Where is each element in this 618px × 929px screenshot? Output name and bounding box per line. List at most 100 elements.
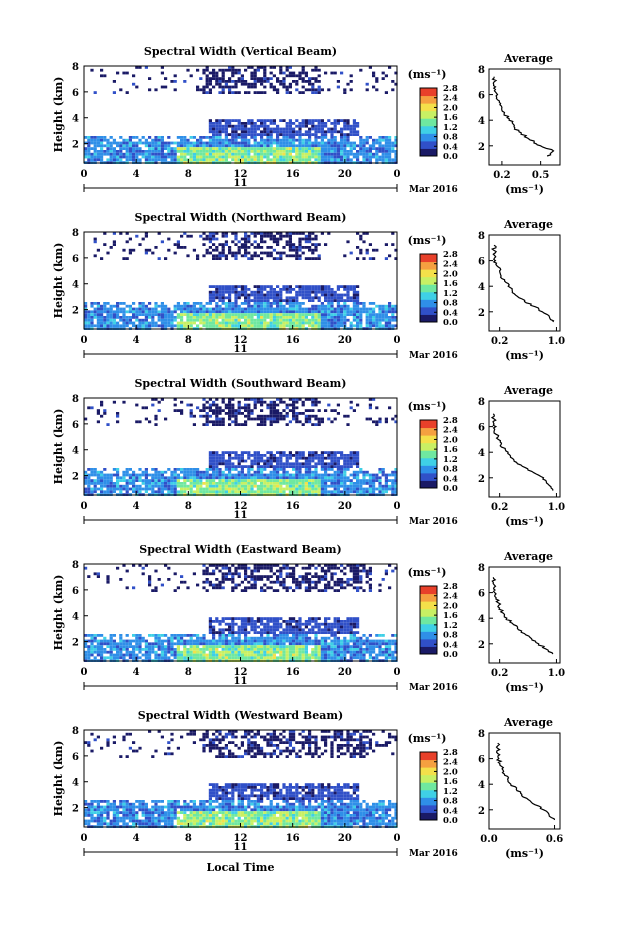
data-cell — [244, 420, 248, 424]
data-cell — [372, 302, 376, 305]
data-cell — [330, 482, 334, 485]
data-cell — [288, 71, 292, 75]
data-cell — [234, 631, 238, 634]
data-cell — [218, 476, 222, 480]
data-cell — [314, 479, 318, 482]
data-cell — [234, 85, 238, 89]
data-cell — [167, 313, 171, 316]
data-cell — [282, 451, 286, 454]
data-cell — [215, 586, 219, 590]
data-cell — [196, 144, 200, 148]
data-cell — [260, 566, 264, 570]
data-cell — [212, 237, 216, 241]
data-cell — [84, 634, 88, 637]
data-cell — [186, 479, 190, 482]
data-cell — [311, 459, 315, 463]
data-cell — [135, 155, 139, 159]
data-cell — [208, 639, 212, 643]
data-cell — [228, 414, 232, 418]
data-cell — [189, 414, 193, 418]
data-cell — [173, 470, 177, 474]
data-cell — [327, 304, 331, 308]
data-cell — [272, 138, 276, 142]
data-cell — [109, 645, 113, 648]
data-cell — [202, 321, 206, 325]
data-cell — [253, 564, 257, 567]
data-cell — [212, 456, 216, 460]
data-cell — [215, 150, 219, 153]
data-cell — [100, 307, 104, 311]
colorbar-unit: (ms⁻¹) — [408, 400, 447, 413]
data-cell — [237, 158, 241, 162]
data-cell — [154, 152, 158, 156]
data-cell — [375, 423, 379, 426]
data-cell — [154, 479, 158, 482]
data-cell — [176, 144, 180, 148]
data-cell — [215, 144, 219, 148]
data-cell — [112, 400, 116, 404]
data-cell — [186, 141, 190, 145]
data-cell — [135, 66, 139, 69]
data-cell — [176, 482, 180, 485]
data-cell — [298, 240, 302, 244]
data-cell — [288, 484, 292, 488]
data-cell — [205, 85, 209, 89]
data-cell — [183, 473, 187, 477]
data-cell — [253, 68, 257, 72]
data-cell — [250, 310, 254, 314]
data-cell — [212, 648, 216, 651]
data-cell — [292, 403, 296, 407]
data-cell — [202, 141, 206, 145]
data-cell — [212, 307, 216, 311]
data-cell — [221, 631, 225, 634]
data-cell — [221, 462, 225, 466]
data-cell — [292, 406, 296, 410]
data-cell — [279, 476, 283, 480]
data-cell — [116, 150, 120, 153]
data-cell — [234, 71, 238, 75]
data-cell — [295, 130, 299, 134]
data-cell — [141, 310, 145, 314]
data-cell — [311, 321, 315, 325]
data-cell — [189, 155, 193, 159]
data-cell — [208, 234, 212, 238]
data-cell — [176, 653, 180, 657]
data-cell — [343, 91, 347, 94]
data-cell — [336, 412, 340, 415]
data-cell — [263, 482, 267, 485]
data-cell — [96, 302, 100, 305]
data-cell — [311, 318, 315, 322]
data-cell — [308, 290, 312, 294]
data-cell — [308, 130, 312, 134]
data-cell — [199, 321, 203, 325]
data-cell — [308, 133, 312, 136]
data-cell — [228, 578, 232, 581]
data-cell — [196, 484, 200, 488]
data-cell — [352, 318, 356, 322]
data-cell — [128, 479, 132, 482]
data-cell — [298, 141, 302, 145]
data-cell — [125, 138, 129, 142]
data-cell — [263, 144, 267, 148]
data-cell — [186, 307, 190, 311]
data-cell — [192, 307, 196, 311]
data-cell — [228, 569, 232, 573]
data-cell — [311, 473, 315, 477]
data-cell — [343, 487, 347, 491]
data-cell — [141, 639, 145, 643]
data-cell — [352, 316, 356, 319]
data-cell — [276, 459, 280, 463]
data-cell — [276, 285, 280, 288]
data-cell — [128, 237, 132, 241]
data-cell — [256, 648, 260, 651]
data-cell — [215, 80, 219, 83]
data-cell — [346, 138, 350, 142]
data-cell — [106, 152, 110, 156]
data-cell — [221, 456, 225, 460]
data-cell — [215, 406, 219, 410]
data-cell — [253, 285, 257, 288]
data-cell — [176, 645, 180, 648]
data-cell — [301, 321, 305, 325]
data-cell — [167, 316, 171, 319]
data-cell — [199, 473, 203, 477]
